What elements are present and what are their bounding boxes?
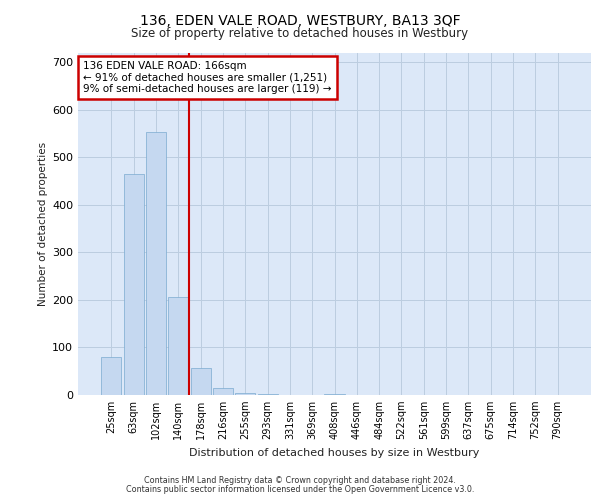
Text: 136, EDEN VALE ROAD, WESTBURY, BA13 3QF: 136, EDEN VALE ROAD, WESTBURY, BA13 3QF bbox=[140, 14, 460, 28]
Bar bbox=[168, 296, 188, 395]
Bar bbox=[257, 394, 278, 395]
Text: Contains HM Land Registry data © Crown copyright and database right 2024.: Contains HM Land Registry data © Crown c… bbox=[144, 476, 456, 485]
Bar bbox=[235, 392, 255, 395]
Y-axis label: Number of detached properties: Number of detached properties bbox=[38, 142, 48, 306]
Text: Contains public sector information licensed under the Open Government Licence v3: Contains public sector information licen… bbox=[126, 484, 474, 494]
Bar bbox=[101, 357, 121, 395]
X-axis label: Distribution of detached houses by size in Westbury: Distribution of detached houses by size … bbox=[190, 448, 479, 458]
Text: Size of property relative to detached houses in Westbury: Size of property relative to detached ho… bbox=[131, 28, 469, 40]
Bar bbox=[325, 394, 344, 395]
Bar bbox=[213, 388, 233, 395]
Bar bbox=[146, 132, 166, 395]
Text: 136 EDEN VALE ROAD: 166sqm
← 91% of detached houses are smaller (1,251)
9% of se: 136 EDEN VALE ROAD: 166sqm ← 91% of deta… bbox=[83, 61, 332, 94]
Bar bbox=[124, 174, 144, 395]
Bar bbox=[191, 368, 211, 395]
